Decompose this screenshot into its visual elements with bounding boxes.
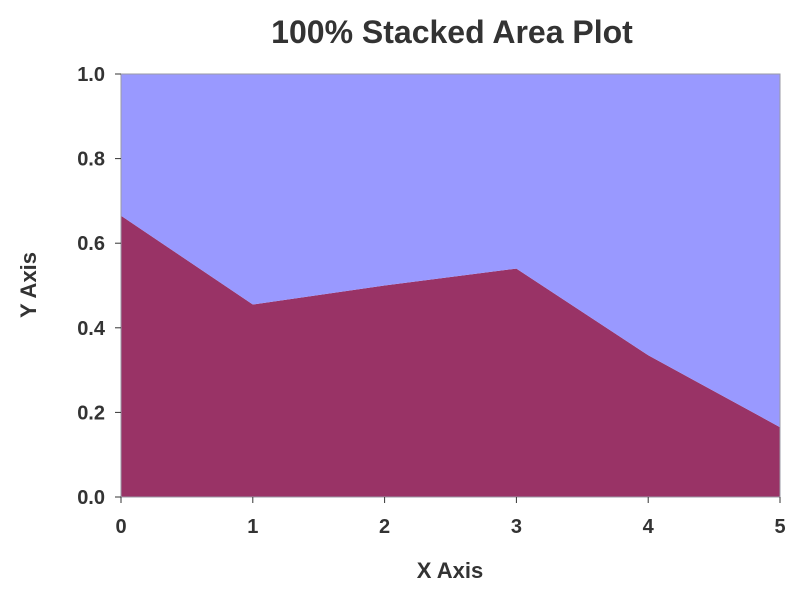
area-series-1 bbox=[121, 215, 780, 497]
x-tick-label: 4 bbox=[643, 516, 655, 538]
y-axis-label: Y Axis bbox=[16, 252, 41, 318]
x-tick-label: 3 bbox=[511, 516, 522, 538]
y-tick-label: 1.0 bbox=[77, 64, 105, 86]
y-tick-label: 0.2 bbox=[77, 402, 105, 424]
area-series-2 bbox=[121, 74, 780, 428]
y-tick-label: 0.8 bbox=[77, 149, 105, 171]
x-tick-label: 0 bbox=[115, 516, 126, 538]
x-axis-label: X Axis bbox=[417, 558, 483, 583]
y-tick-label: 0.4 bbox=[77, 318, 106, 340]
plot-area bbox=[121, 74, 780, 497]
x-tick-label: 2 bbox=[379, 516, 390, 538]
y-tick-label: 0.0 bbox=[77, 487, 105, 509]
x-axis: 0 1 2 3 4 5 bbox=[115, 497, 786, 538]
y-tick-label: 0.6 bbox=[77, 233, 105, 255]
chart-title: 100% Stacked Area Plot bbox=[271, 14, 633, 50]
y-axis: 0.0 0.2 0.4 0.6 0.8 1.0 bbox=[77, 64, 121, 509]
x-tick-label: 5 bbox=[774, 516, 785, 538]
plot-frame bbox=[120, 73, 781, 498]
x-tick-label: 1 bbox=[247, 516, 258, 538]
